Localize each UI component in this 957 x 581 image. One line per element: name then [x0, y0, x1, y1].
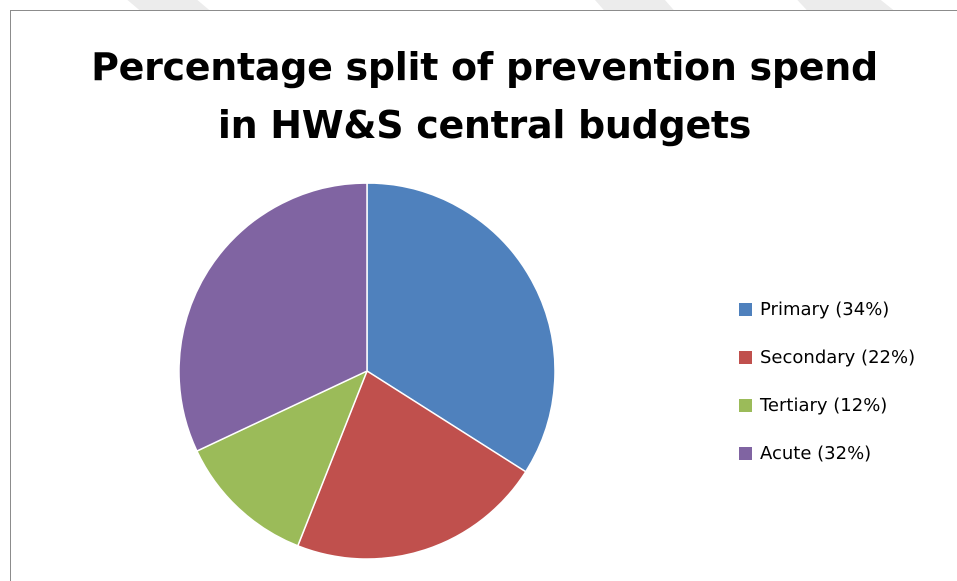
legend-item-tertiary: Tertiary (12%) — [739, 381, 915, 429]
legend: Primary (34%) Secondary (22%) Tertiary (12… — [739, 285, 915, 477]
legend-item-primary: Primary (34%) — [739, 285, 915, 333]
chart-title: Percentage split of prevention spend in … — [12, 38, 957, 154]
chart-title-line-2: in HW&S central budgets — [217, 103, 752, 147]
legend-item-secondary: Secondary (22%) — [739, 333, 915, 381]
legend-label: Secondary (22%) — [760, 346, 916, 368]
pie-slice-tertiary — [196, 370, 368, 547]
pie-slices — [178, 182, 556, 560]
legend-swatch — [739, 446, 752, 460]
chart-title-line-1: Percentage split of prevention spend — [91, 45, 878, 89]
legend-swatch — [739, 398, 752, 412]
legend-swatch — [739, 350, 752, 364]
pie-slice-primary — [366, 182, 556, 473]
legend-item-acute: Acute (32%) — [739, 429, 915, 477]
legend-swatch — [739, 302, 752, 316]
pie-slice-acute — [178, 182, 368, 452]
legend-label: Acute (32%) — [760, 442, 872, 464]
legend-label: Tertiary (12%) — [760, 394, 888, 416]
pie-slice-secondary — [297, 370, 527, 560]
legend-label: Primary (34%) — [760, 298, 890, 320]
